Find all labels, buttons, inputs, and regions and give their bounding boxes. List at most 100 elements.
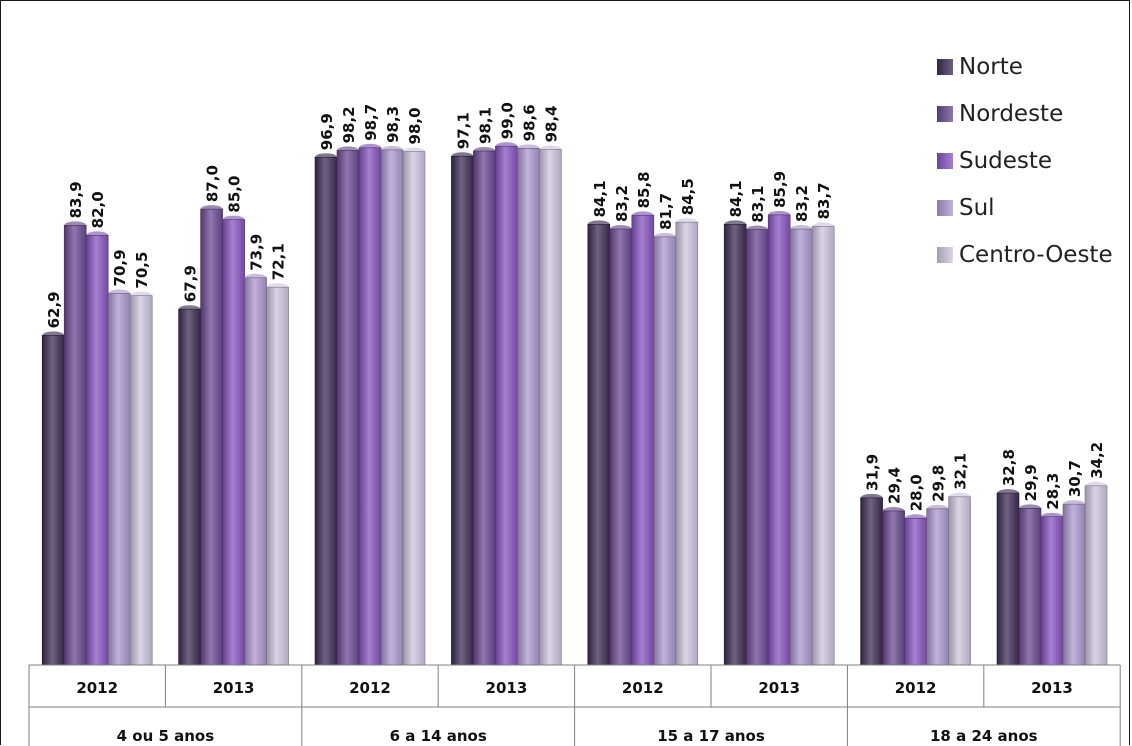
bar-sul: [926, 508, 949, 666]
bar-sul: [1062, 503, 1086, 666]
year-tick-label: 2012: [349, 679, 391, 697]
bar-nordeste: [609, 228, 633, 666]
bar-centro-oeste: [1084, 485, 1108, 666]
value-label: 98,2: [340, 106, 358, 143]
legend-swatch: [937, 58, 953, 75]
bar-nordeste: [473, 150, 496, 666]
value-labels-layer: 62,9 83,9 82,0 70,9 70,5 67,9 87,0 85,0 73,9 72,1…: [45, 102, 1106, 511]
value-label: 70,9: [111, 249, 129, 286]
legend-item: Sudeste: [937, 137, 1113, 184]
value-label: 29,9: [1022, 464, 1040, 501]
bar-norte: [723, 224, 747, 666]
value-label: 29,8: [930, 465, 948, 502]
age-group-label: 15 a 17 anos: [657, 727, 765, 745]
year-tick-label: 2013: [486, 679, 528, 697]
legend-label: Nordeste: [959, 100, 1064, 127]
value-label: 84,1: [591, 180, 609, 217]
bar-centro-oeste: [539, 149, 562, 666]
legend-item: Norte: [937, 43, 1113, 90]
value-label: 98,4: [542, 105, 560, 142]
value-label: 28,0: [908, 474, 926, 511]
age-group-label: 4 ou 5 anos: [117, 727, 215, 745]
legend-item: Sul: [937, 184, 1113, 231]
category-axis-table: 2012 2013 4 ou 5 anos 2012 2013 6 a 14 anos 20…: [28, 664, 1121, 746]
legend-swatch: [937, 246, 953, 263]
value-label: 98,3: [384, 106, 402, 143]
value-label: 99,0: [498, 102, 516, 139]
bar-sudeste: [222, 219, 245, 666]
value-label: 82,0: [89, 191, 107, 228]
value-label: 73,9: [248, 234, 266, 271]
bar-sul: [653, 236, 677, 666]
year-tick-label: 2013: [758, 679, 800, 697]
value-label: 83,2: [793, 185, 811, 222]
value-label: 32,8: [1000, 449, 1018, 486]
age-group-label: 6 a 14 anos: [390, 727, 487, 745]
year-tick-label: 2013: [1031, 679, 1073, 697]
bar-nordeste: [336, 150, 360, 666]
value-label: 98,6: [520, 104, 538, 141]
bar-nordeste: [882, 510, 905, 666]
value-label: 85,9: [771, 171, 789, 208]
bar-norte: [41, 335, 65, 666]
bars-layer: [41, 142, 1108, 666]
bar-sudeste: [1040, 516, 1064, 666]
bar-sudeste: [767, 214, 791, 666]
bar-sul: [107, 293, 131, 666]
bar-sul: [517, 148, 540, 666]
year-tick-label: 2013: [213, 679, 255, 697]
value-label: 29,4: [886, 467, 904, 504]
value-label: 96,9: [318, 113, 336, 150]
value-label: 70,5: [133, 252, 151, 289]
value-label: 84,5: [679, 178, 697, 215]
bar-sul: [789, 228, 813, 666]
legend-label: Norte: [959, 53, 1023, 80]
bar-sudeste: [85, 235, 109, 666]
bar-centro-oeste: [129, 295, 153, 666]
legend-swatch: [937, 152, 953, 169]
value-label: 32,1: [952, 453, 970, 490]
bar-sudeste: [631, 215, 655, 666]
bar-sudeste: [358, 147, 382, 666]
bar-norte: [587, 224, 611, 666]
value-label: 84,1: [727, 180, 745, 217]
value-label: 85,0: [226, 176, 244, 213]
value-label: 30,7: [1066, 460, 1084, 497]
year-tick-label: 2012: [895, 679, 937, 697]
value-label: 34,2: [1088, 442, 1106, 479]
value-label: 83,9: [67, 181, 85, 218]
legend-swatch: [937, 199, 953, 216]
bar-nordeste: [1018, 508, 1042, 666]
bar-sudeste: [495, 145, 518, 666]
bar-centro-oeste: [675, 221, 699, 666]
value-label: 98,1: [476, 107, 494, 144]
value-label: 97,1: [454, 112, 472, 149]
bar-norte: [314, 156, 338, 666]
bar-nordeste: [745, 229, 769, 666]
bar-nordeste: [200, 208, 223, 666]
legend-label: Centro-Oeste: [959, 241, 1113, 268]
bar-nordeste: [63, 225, 87, 666]
bar-norte: [860, 497, 883, 666]
value-label: 83,7: [815, 182, 833, 219]
legend-item: Centro-Oeste: [937, 231, 1113, 278]
value-label: 83,2: [613, 185, 631, 222]
bar-norte: [451, 155, 474, 666]
value-label: 67,9: [182, 265, 200, 302]
bar-centro-oeste: [811, 226, 835, 666]
bar-sul: [380, 149, 404, 666]
bar-centro-oeste: [266, 286, 289, 666]
value-label: 83,1: [749, 186, 767, 223]
year-tick-label: 2012: [622, 679, 664, 697]
legend-item: Nordeste: [937, 90, 1113, 137]
bar-norte: [996, 492, 1020, 666]
value-label: 85,8: [635, 171, 653, 208]
legend-label: Sudeste: [959, 147, 1053, 174]
legend-swatch: [937, 105, 953, 122]
value-label: 98,0: [406, 107, 424, 144]
year-tick-label: 2012: [76, 679, 118, 697]
value-label: 72,1: [270, 243, 288, 280]
age-group-label: 18 a 24 anos: [930, 727, 1038, 745]
